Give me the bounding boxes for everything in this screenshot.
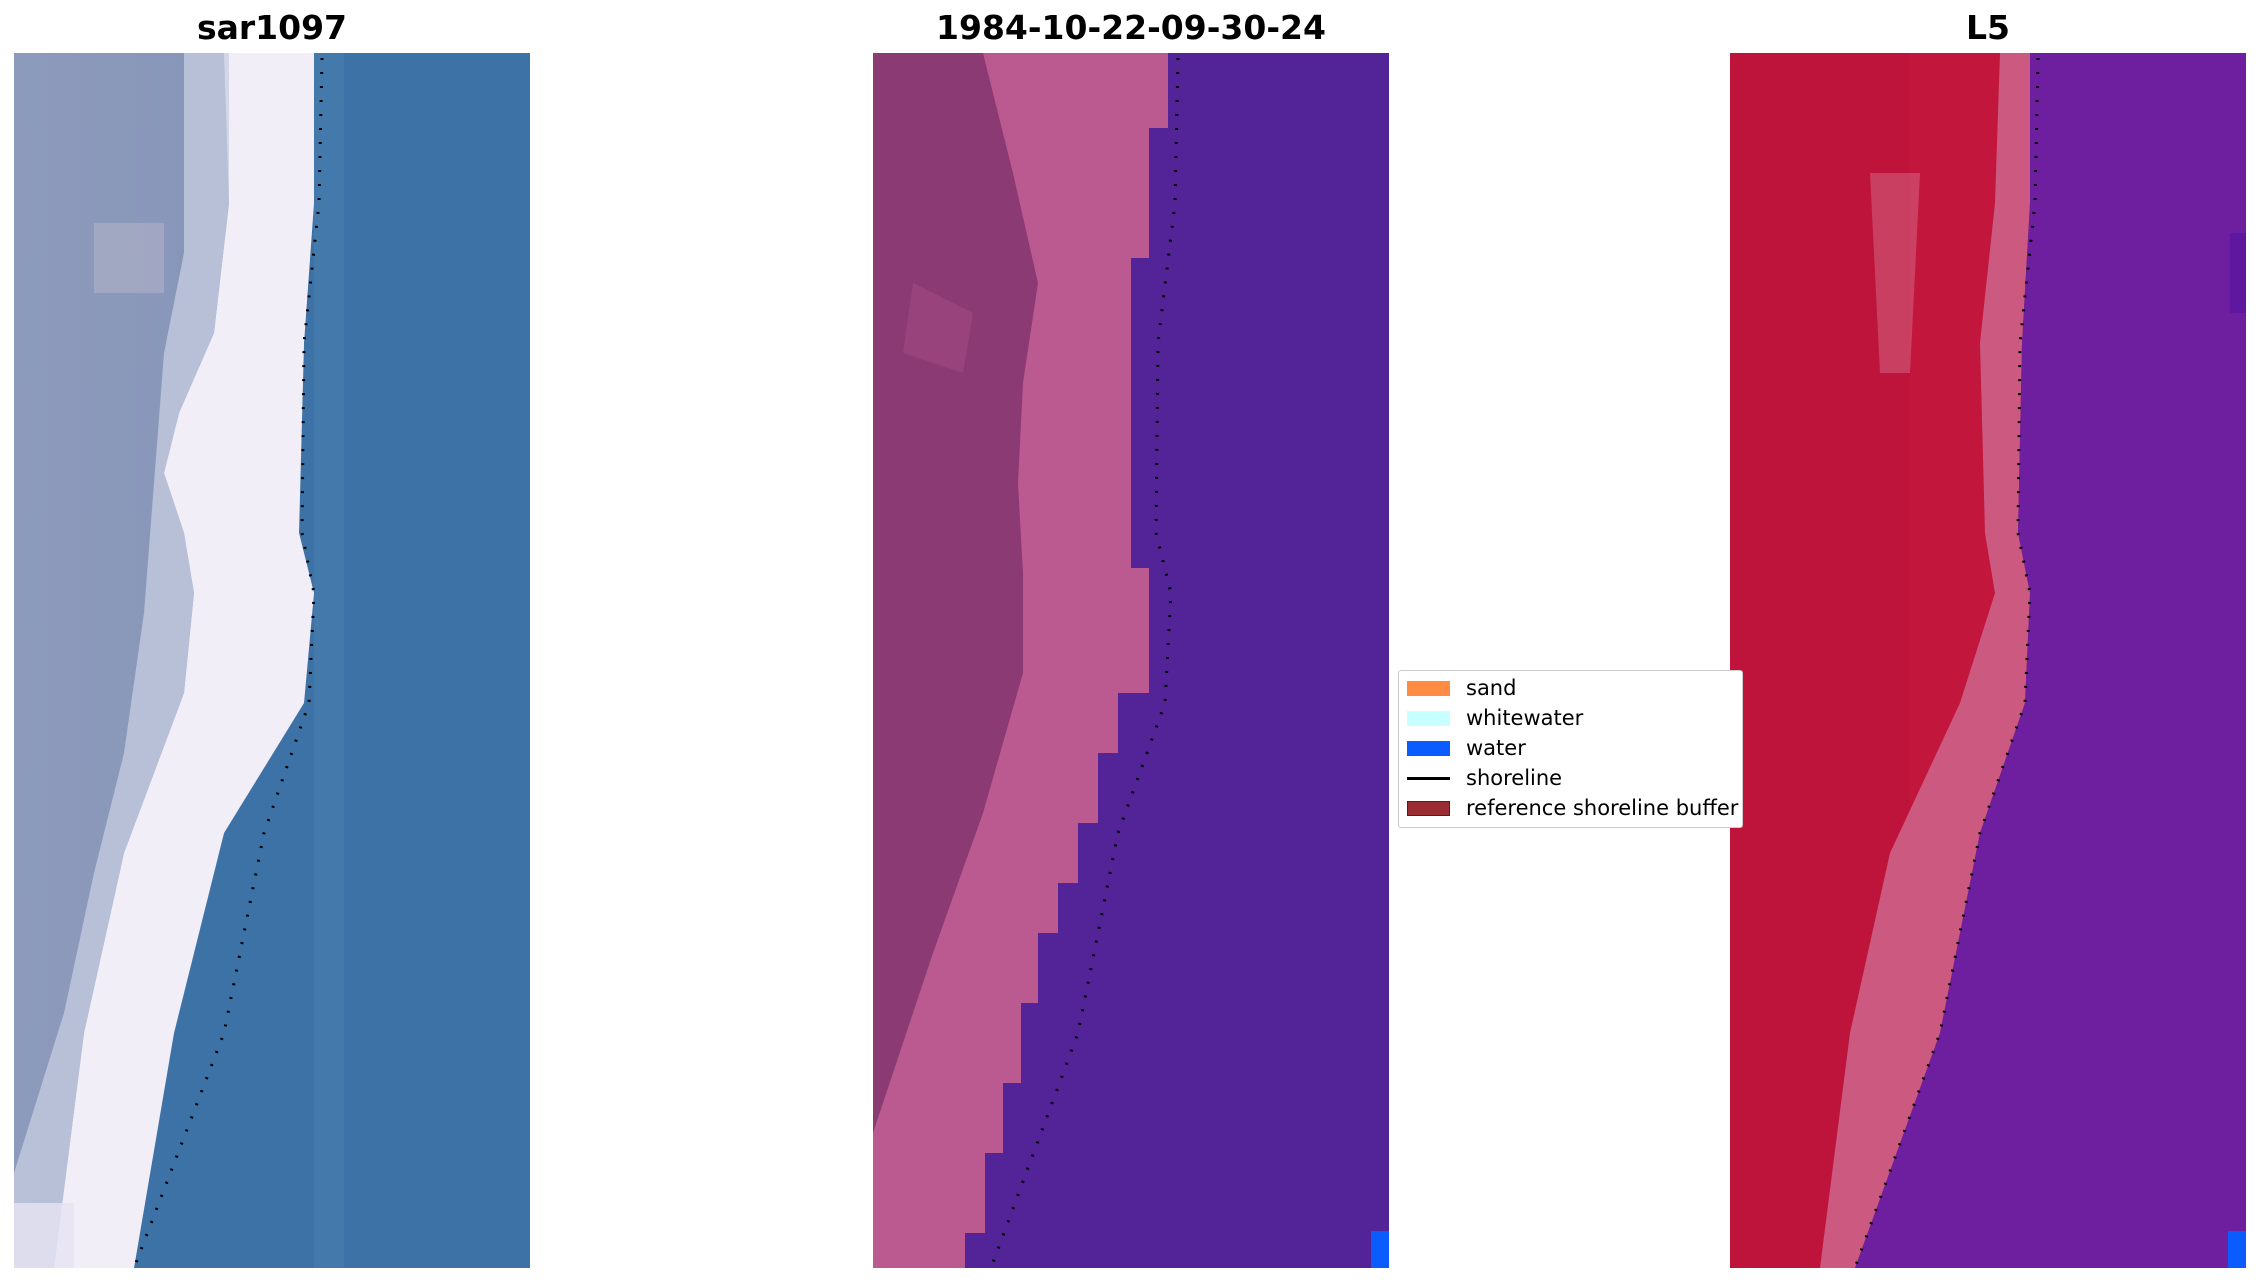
legend-item-shoreline: shoreline [1407, 764, 1562, 792]
rgb-image-panel [14, 53, 530, 1268]
legend-item-reference-buffer: reference shoreline buffer [1407, 794, 1738, 822]
legend-item-whitewater: whitewater [1407, 704, 1583, 732]
classification-panel [873, 53, 1389, 1268]
legend: sand whitewater water shoreline referenc… [1398, 670, 1743, 828]
legend-label-sand: sand [1466, 676, 1517, 700]
legend-label-shoreline: shoreline [1466, 766, 1563, 790]
water-swatch [1407, 740, 1450, 756]
legend-label-water: water [1466, 736, 1526, 760]
legend-item-sand: sand [1407, 674, 1516, 702]
l5-panel [1730, 53, 2246, 1268]
panel-title-l5: L5 [1966, 8, 2010, 47]
rgb-image [14, 53, 530, 1268]
water-pixel [1371, 1231, 1389, 1268]
water-pixel [2228, 1231, 2246, 1268]
shoreline-swatch [1407, 776, 1450, 780]
legend-item-water: water [1407, 734, 1526, 762]
panel-title-classification: 1984-10-22-09-30-24 [936, 8, 1326, 47]
panel-title-rgb: sar1097 [196, 8, 348, 47]
reference-buffer-swatch [1407, 800, 1450, 816]
l5-image [1730, 53, 2246, 1268]
legend-label-reference-buffer: reference shoreline buffer [1466, 796, 1739, 820]
classification-image [873, 53, 1389, 1268]
sand-swatch [1407, 680, 1450, 696]
whitewater-swatch [1407, 710, 1450, 726]
legend-label-whitewater: whitewater [1466, 706, 1584, 730]
